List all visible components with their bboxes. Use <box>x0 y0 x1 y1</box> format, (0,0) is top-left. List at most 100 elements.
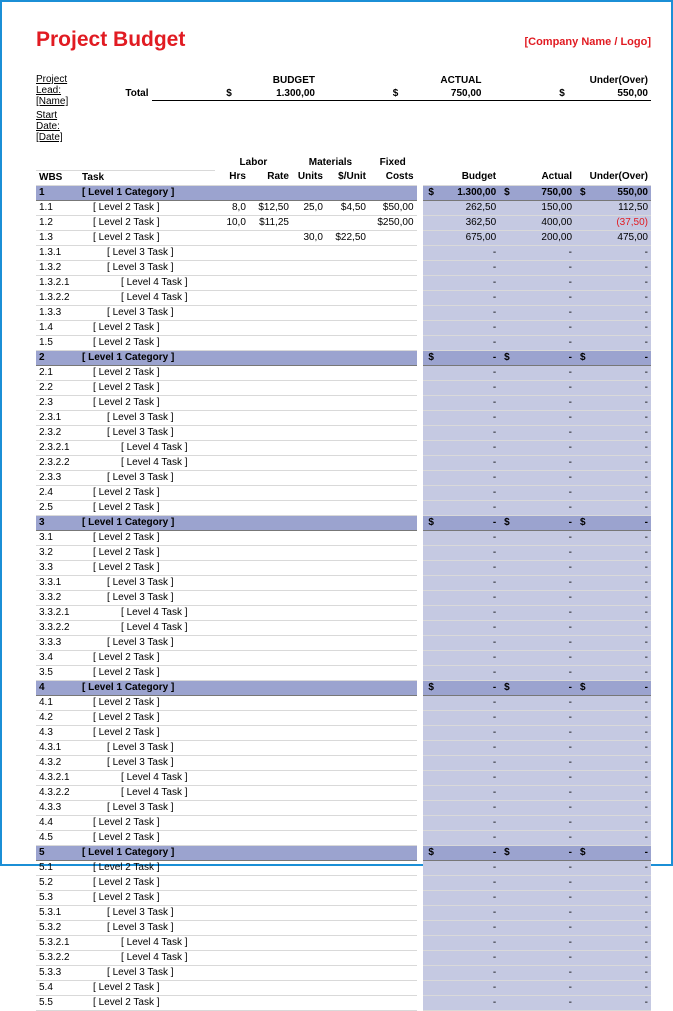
table-row: 3.3.2.2[ Level 4 Task ]--- <box>36 620 651 635</box>
cell-wbs: 3.2 <box>36 545 79 560</box>
cell-perunit <box>326 695 369 710</box>
cell-budget: - <box>437 290 499 305</box>
cell-wbs: 4.3.2.1 <box>36 770 79 785</box>
cell-units <box>292 740 326 755</box>
cell-perunit <box>326 905 369 920</box>
cell-task: [ Level 4 Task ] <box>79 935 215 950</box>
cell-task: [ Level 2 Task ] <box>79 980 215 995</box>
cell-budget: - <box>437 395 499 410</box>
cell-hrs <box>215 695 249 710</box>
cell-budget: - <box>437 275 499 290</box>
cell-perunit <box>326 755 369 770</box>
cell-actual: - <box>513 875 575 890</box>
cell-wbs: 1.3.1 <box>36 245 79 260</box>
cell-actual: - <box>513 905 575 920</box>
cell-rate <box>249 605 292 620</box>
cell-actual: - <box>513 980 575 995</box>
cell-fixed <box>369 620 417 635</box>
cell-uo: - <box>589 260 651 275</box>
cell-uo: - <box>589 425 651 440</box>
table-row: 3.2[ Level 2 Task ]--- <box>36 545 651 560</box>
cell-actual: - <box>513 920 575 935</box>
cell-units <box>292 470 326 485</box>
cell-rate <box>249 380 292 395</box>
cell-units <box>292 980 326 995</box>
cell-perunit <box>326 890 369 905</box>
cell-task: [ Level 2 Task ] <box>79 560 215 575</box>
cell-units <box>292 695 326 710</box>
cell-hrs <box>215 890 249 905</box>
cell-wbs: 2.3.2 <box>36 425 79 440</box>
table-row: 1.5[ Level 2 Task ]--- <box>36 335 651 350</box>
cell-budget: - <box>437 875 499 890</box>
cell-actual: - <box>513 590 575 605</box>
cell-wbs: 1 <box>36 185 79 200</box>
cell-units <box>292 965 326 980</box>
currency-symbol: $ <box>575 185 589 200</box>
cell-perunit <box>326 875 369 890</box>
cell-fixed <box>369 560 417 575</box>
cell-perunit <box>326 440 369 455</box>
cell-budget: - <box>437 410 499 425</box>
col-task: Task <box>79 170 215 185</box>
cell-units <box>292 215 326 230</box>
cell-task: [ Level 4 Task ] <box>79 440 215 455</box>
cell-task: [ Level 4 Task ] <box>79 620 215 635</box>
cell-uo: - <box>589 665 651 680</box>
cell-wbs: 3.1 <box>36 530 79 545</box>
cell-budget: - <box>437 965 499 980</box>
table-row: 5.3.2.2[ Level 4 Task ]--- <box>36 950 651 965</box>
table-row: 3.3.2[ Level 3 Task ]--- <box>36 590 651 605</box>
cell-hrs <box>215 590 249 605</box>
cell-rate <box>249 230 292 245</box>
cell-uo: - <box>589 410 651 425</box>
cell-uo: 550,00 <box>589 185 651 200</box>
cell-budget: - <box>437 245 499 260</box>
cell-actual: - <box>513 350 575 365</box>
cell-units <box>292 590 326 605</box>
currency-symbol: $ <box>423 185 437 200</box>
cell-wbs: 2 <box>36 350 79 365</box>
cell-wbs: 4.3.3 <box>36 800 79 815</box>
column-header-row-2: WBS Task Hrs Rate Units $/Unit Costs Bud… <box>36 170 651 185</box>
cell-perunit <box>326 425 369 440</box>
cell-units <box>292 365 326 380</box>
cell-perunit <box>326 500 369 515</box>
cell-perunit <box>326 920 369 935</box>
cell-perunit <box>326 530 369 545</box>
cell-rate <box>249 440 292 455</box>
cell-wbs: 4.3 <box>36 725 79 740</box>
header: Project Budget [Company Name / Logo] <box>36 28 651 52</box>
cell-uo: - <box>589 890 651 905</box>
cell-rate <box>249 620 292 635</box>
cell-actual: - <box>513 890 575 905</box>
column-header-row-1: Labor Materials Fixed <box>36 156 651 170</box>
cell-uo: - <box>589 620 651 635</box>
project-lead: Project Lead: [Name] <box>36 74 68 107</box>
cell-wbs: 3.3.1 <box>36 575 79 590</box>
cell-task: [ Level 2 Task ] <box>79 995 215 1010</box>
cell-task: [ Level 2 Task ] <box>79 215 215 230</box>
cell-actual: - <box>513 935 575 950</box>
cell-actual: - <box>513 485 575 500</box>
cell-uo: (37,50) <box>589 215 651 230</box>
cell-budget: - <box>437 500 499 515</box>
cell-perunit <box>326 770 369 785</box>
cell-budget: - <box>437 830 499 845</box>
cell-perunit <box>326 545 369 560</box>
category-row: 5[ Level 1 Category ]$-$-$- <box>36 845 651 860</box>
cell-fixed <box>369 275 417 290</box>
table-row: 5.3[ Level 2 Task ]--- <box>36 890 651 905</box>
cell-actual: - <box>513 635 575 650</box>
cell-wbs: 5.3.2.1 <box>36 935 79 950</box>
cell-uo: - <box>589 680 651 695</box>
budget-table: Labor Materials Fixed WBS Task Hrs Rate … <box>36 156 651 1011</box>
cell-budget: - <box>437 845 499 860</box>
cell-wbs: 2.4 <box>36 485 79 500</box>
cell-task: [ Level 3 Task ] <box>79 575 215 590</box>
cell-perunit <box>326 590 369 605</box>
cell-units <box>292 305 326 320</box>
table-row: 1.3[ Level 2 Task ]30,0$22,50675,00200,0… <box>36 230 651 245</box>
cell-wbs: 3.5 <box>36 665 79 680</box>
summary-budget-label: BUDGET <box>152 74 319 87</box>
